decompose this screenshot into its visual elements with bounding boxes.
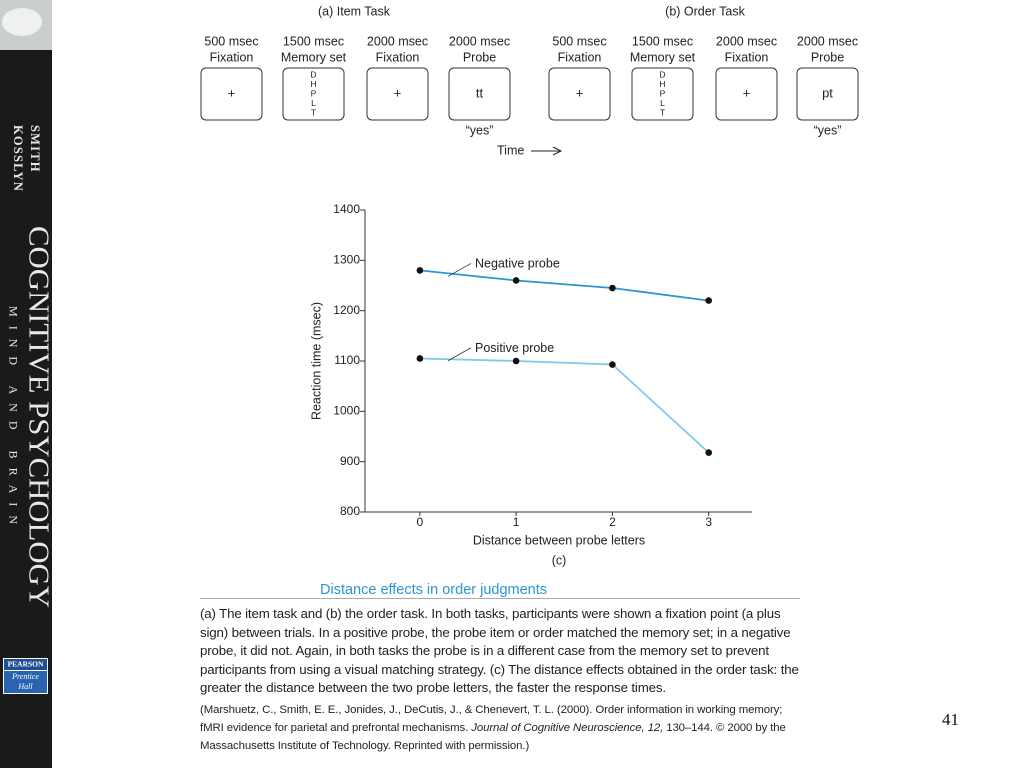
- frame-content: L: [311, 98, 316, 108]
- frame-duration: 1500 msec: [283, 34, 344, 48]
- y-tick-label: 1400: [333, 202, 360, 216]
- x-tick-label: 3: [705, 515, 712, 529]
- frame-box: [448, 67, 511, 121]
- panel-label: (c): [552, 553, 567, 567]
- series-label: Negative probe: [475, 257, 560, 271]
- publisher-imprint: Hall: [17, 682, 33, 691]
- task-diagram: (a) Item Task 500 msec Fixation +1500 msec M…: [200, 4, 859, 157]
- y-tick-label: 800: [340, 504, 360, 518]
- frame-content: +: [228, 85, 236, 100]
- panel-title: (b) Order Task: [665, 4, 745, 18]
- frame-content: L: [660, 98, 665, 108]
- x-tick-label: 2: [609, 515, 616, 529]
- series-leader: [447, 263, 472, 277]
- y-tick-label: 1100: [334, 353, 360, 367]
- frame-content: H: [310, 79, 316, 89]
- data-point: [705, 449, 712, 456]
- frame-label: Memory set: [281, 50, 347, 64]
- caption-citation: (Marshuetz, C., Smith, E. E., Jonides, J…: [200, 701, 802, 755]
- data-point: [609, 361, 616, 368]
- frame-box: [200, 67, 263, 121]
- series-line: [419, 269, 709, 302]
- chart: 800 900 1000 1100 1200 1300 1400 0 1 2 3 Distance b…: [309, 202, 752, 567]
- frame-content: tt: [476, 85, 484, 100]
- sidebar-title: COGNITIVE PSYCHOLOGY: [22, 226, 54, 608]
- sidebar-author: SMITH: [28, 125, 42, 173]
- data-point: [416, 267, 424, 274]
- publisher-logo-box: [4, 671, 47, 693]
- frame-duration: 2000 msec: [367, 34, 428, 48]
- frame-content: T: [660, 107, 665, 117]
- frame-label: Fixation: [725, 50, 769, 64]
- sidebar-image-shape: [2, 8, 42, 36]
- response-label: “yes”: [466, 123, 494, 137]
- y-tick-label: 1000: [333, 404, 360, 418]
- sidebar: [0, 0, 52, 768]
- time-arrowhead: [552, 146, 563, 156]
- data-point: [416, 355, 424, 362]
- frame-duration: 2000 msec: [797, 34, 858, 48]
- frame-content: P: [660, 88, 666, 98]
- response-label: “yes”: [814, 123, 842, 137]
- frame-duration: 1500 msec: [632, 34, 693, 48]
- frame-label: Fixation: [210, 50, 254, 64]
- frame-label: Fixation: [376, 50, 420, 64]
- series-line: [419, 357, 710, 454]
- y-axis-label: Reaction time (msec): [309, 302, 323, 420]
- caption-rule: [200, 598, 800, 599]
- frame-box: [366, 67, 429, 121]
- x-tick-label: 0: [417, 515, 424, 529]
- x-axis-label: Distance between probe letters: [473, 533, 645, 547]
- frame-content: D: [659, 69, 665, 79]
- publisher-logo-band: [4, 659, 47, 670]
- frame-content: +: [576, 85, 584, 100]
- frame-label: Fixation: [558, 50, 602, 64]
- frame-duration: 2000 msec: [449, 34, 510, 48]
- data-point: [512, 277, 520, 284]
- frame-duration: 2000 msec: [716, 34, 777, 48]
- data-point: [512, 357, 520, 365]
- frame-content: pt: [822, 85, 833, 100]
- frame-box: [548, 67, 611, 121]
- data-point: [609, 284, 616, 292]
- citation-text: 130–144. © 2000 by the Massachusetts Ins…: [200, 722, 786, 752]
- data-point: [705, 297, 712, 304]
- series-label: Positive probe: [475, 341, 554, 355]
- sidebar-author: KOSSLYN: [11, 125, 25, 192]
- citation-text: (Marshuetz, C., Smith, E. E., Jonides, J…: [200, 704, 783, 734]
- y-tick-label: 1300: [333, 253, 360, 267]
- series-leader: [447, 347, 472, 362]
- time-label: Time: [497, 143, 524, 157]
- publisher-imprint: Prentice: [11, 672, 39, 681]
- frame-content: D: [310, 69, 316, 79]
- frame-content: T: [311, 107, 316, 117]
- frame-box: [715, 67, 778, 121]
- y-tick-label: 1200: [333, 303, 360, 317]
- publisher-name: PEARSON: [8, 660, 44, 669]
- frame-content: +: [394, 85, 402, 100]
- page-number: 41: [942, 710, 959, 729]
- frame-content: P: [311, 88, 317, 98]
- caption-body: (a) The item task and (b) the order task…: [200, 606, 799, 695]
- frame-box: [282, 67, 345, 121]
- frame-box: [796, 67, 859, 121]
- frame-content: H: [659, 79, 665, 89]
- frame-content: +: [743, 85, 751, 100]
- frame-box: [631, 67, 694, 121]
- frame-duration: 500 msec: [552, 34, 606, 48]
- frame-label: Probe: [463, 50, 496, 64]
- frame-duration: 500 msec: [204, 34, 258, 48]
- panel-title: (a) Item Task: [318, 4, 391, 18]
- frame-label: Probe: [811, 50, 844, 64]
- citation-journal: Journal of Cognitive Neuroscience, 12,: [471, 722, 664, 734]
- frame-label: Memory set: [630, 50, 696, 64]
- caption-title: Distance effects in order judgments: [320, 582, 548, 598]
- x-tick-label: 1: [513, 515, 520, 529]
- y-tick-label: 900: [340, 454, 360, 468]
